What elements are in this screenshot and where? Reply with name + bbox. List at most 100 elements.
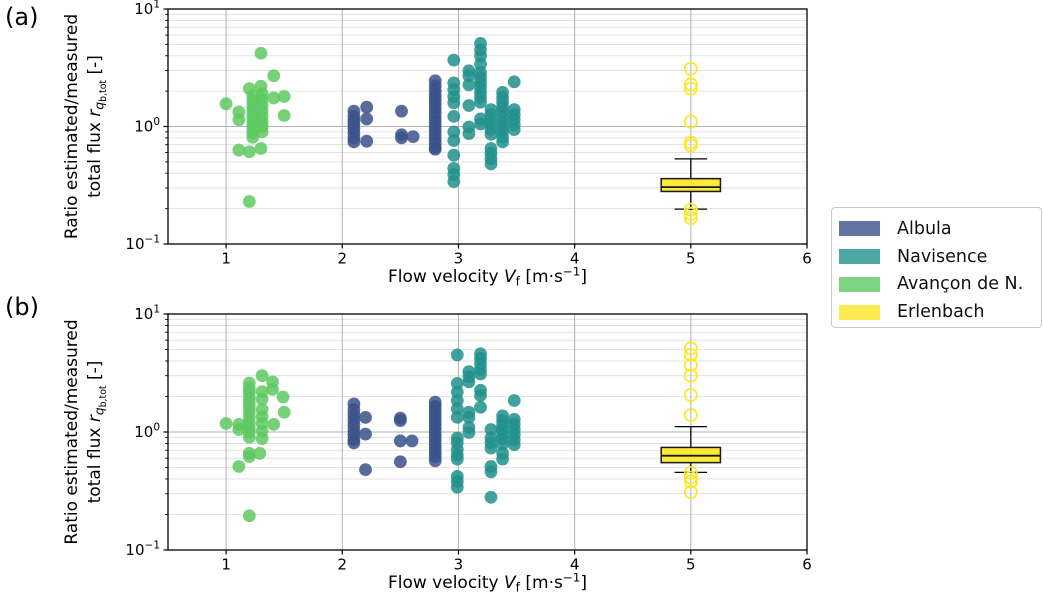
outlier-circle: [683, 485, 698, 499]
outlier-circle: [683, 202, 698, 217]
y-tick-label: 101: [134, 0, 160, 18]
panel-b-label: (b): [5, 293, 39, 321]
scatter-point: [359, 463, 372, 477]
scatter-point: [450, 348, 464, 362]
scatter-point: [232, 113, 246, 127]
legend-item-albula: Albula: [839, 215, 1041, 243]
scatter-point: [496, 452, 510, 466]
scatter-point: [428, 142, 442, 156]
x-tick-label: 4: [570, 250, 580, 268]
scatter-point: [405, 434, 419, 448]
scatter-point: [507, 438, 521, 452]
x-axis-label: Flow velocity Vf [m·s−1]: [388, 571, 587, 595]
scatter-point: [255, 369, 269, 383]
scatter-point: [277, 405, 291, 419]
scatter-point: [462, 69, 476, 83]
scatter-point: [484, 465, 498, 479]
series-albula: [347, 74, 442, 156]
scatter-point: [242, 430, 256, 444]
scatter-point: [254, 142, 268, 155]
scatter-point: [219, 417, 233, 430]
y-tick-label: 10−1: [125, 540, 160, 560]
scatter-point: [255, 125, 269, 139]
y-tick-label: 100: [134, 116, 160, 136]
scatter-point: [507, 123, 521, 137]
y-axis-label-line2: total flux rqb,tot [-]: [85, 55, 109, 198]
scatter-point: [474, 117, 487, 131]
legend-swatch: [839, 221, 880, 237]
x-tick-label: 5: [686, 556, 696, 574]
boxplot-erlenbach: [660, 341, 722, 499]
x-tick-label: 4: [570, 556, 580, 574]
scatter-point: [484, 490, 498, 504]
scatter-point: [253, 446, 267, 460]
scatter-point: [406, 130, 420, 144]
scatter-point: [255, 392, 269, 406]
box: [660, 177, 722, 193]
outlier-circle: [683, 81, 698, 96]
scatter-point: [360, 112, 374, 126]
scatter-point: [246, 130, 260, 144]
scatter-point: [484, 127, 498, 141]
legend-item-erlenbach: Erlenbach: [839, 298, 1041, 326]
scatter-point: [462, 99, 476, 112]
scatter-point: [393, 414, 407, 427]
outlier-circle: [683, 358, 698, 372]
scatter-point: [474, 367, 487, 381]
legend-item-avan-on-de-n: Avançon de N.: [839, 271, 1041, 299]
legend-swatch: [839, 249, 880, 265]
scatter-point: [267, 417, 281, 431]
x-tick-label: 6: [802, 556, 812, 574]
scatter-point: [393, 434, 407, 448]
scatter-point: [267, 91, 281, 105]
scatter-point: [507, 75, 521, 89]
scatter-point: [496, 437, 510, 451]
scatter-point: [450, 410, 464, 424]
scatter-point: [462, 127, 476, 141]
x-tick-label: 3: [454, 556, 464, 574]
scatter-point: [360, 100, 374, 114]
scatter-point: [359, 410, 372, 424]
outlier-circle: [683, 408, 698, 423]
scatter-point: [255, 432, 269, 445]
ticks: [163, 313, 808, 555]
scatter-point: [462, 410, 476, 424]
outlier-circle: [683, 207, 698, 221]
scatter-point: [496, 135, 510, 149]
scatter-point: [447, 134, 461, 147]
scatter-point: [450, 452, 464, 466]
outlier-circle: [683, 138, 698, 153]
outlier-circle: [683, 388, 698, 402]
legend-label: Albula: [897, 218, 952, 239]
scatter-point: [277, 90, 291, 103]
outlier-circle: [683, 368, 698, 383]
scatter-point: [277, 109, 291, 122]
scatter-point: [254, 46, 268, 60]
scatter-point: [219, 97, 233, 111]
legend-swatch: [839, 276, 880, 292]
y-tick-label: 10−1: [125, 234, 160, 254]
scatter-point: [507, 394, 521, 407]
scatter-point: [447, 175, 461, 188]
series-albula: [347, 395, 442, 477]
ticks: [163, 8, 808, 249]
panel-a: 1 2 3 4 5 6 101 100 10−1 Flow velocity Vf [m·s−1]…: [62, 0, 812, 289]
scatter-point: [359, 427, 372, 441]
legend-label: Avançon de N.: [897, 274, 1024, 295]
outlier-circle: [683, 77, 698, 92]
x-axis-label: Flow velocity Vf [m·s−1]: [388, 265, 587, 289]
legend-item-navisence: Navisence: [839, 243, 1041, 271]
legend: Albula Navisence Avançon de N. Erlenbach: [831, 207, 1042, 328]
x-tick-label: 1: [221, 250, 231, 268]
legend-label: Navisence: [897, 246, 988, 267]
series-navisence: [447, 36, 521, 188]
outlier-circle: [683, 211, 698, 226]
outlier-circle: [683, 470, 698, 485]
legend-label: Erlenbach: [897, 302, 985, 323]
scatter-point: [462, 78, 476, 92]
scatter-point: [474, 95, 487, 109]
scatter-point: [462, 375, 476, 389]
x-tick-label: 3: [454, 250, 464, 268]
scatter-point: [484, 441, 498, 455]
outlier-circle: [683, 347, 698, 362]
